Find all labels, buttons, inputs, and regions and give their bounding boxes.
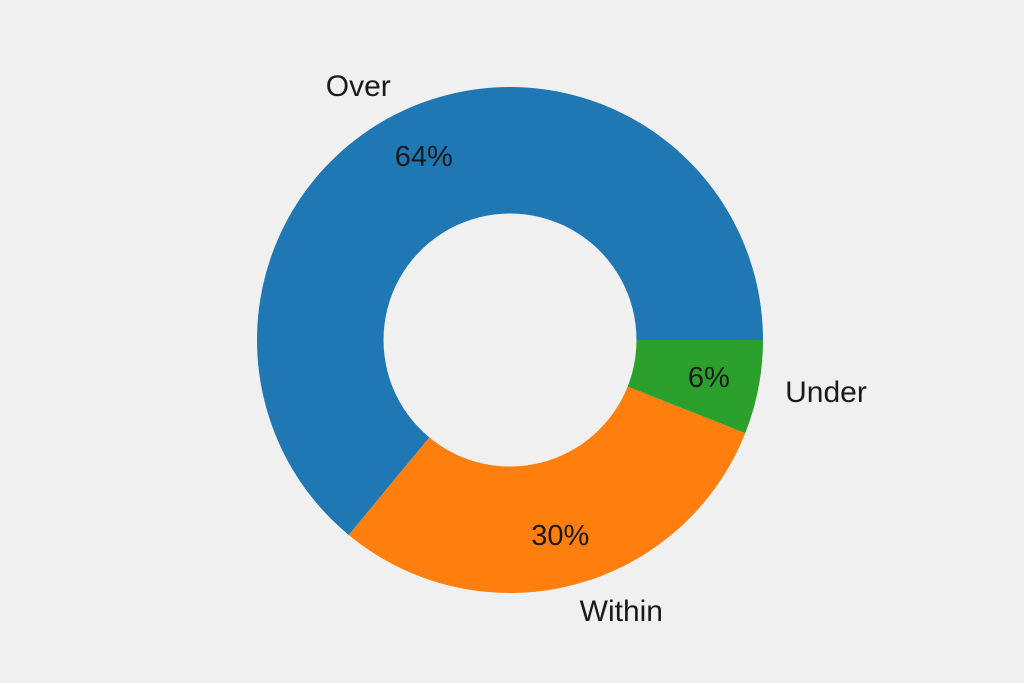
slice-label-over: Over	[326, 70, 391, 103]
slice-pct-under: 6%	[688, 362, 730, 394]
donut-slice-over	[256, 87, 763, 535]
slice-label-under: Under	[785, 376, 867, 409]
donut-slice-within	[348, 386, 746, 594]
slice-label-within: Within	[580, 595, 663, 628]
slice-pct-within: 30%	[531, 520, 589, 552]
slice-pct-over: 64%	[395, 141, 453, 173]
donut-slice-under	[627, 340, 763, 434]
